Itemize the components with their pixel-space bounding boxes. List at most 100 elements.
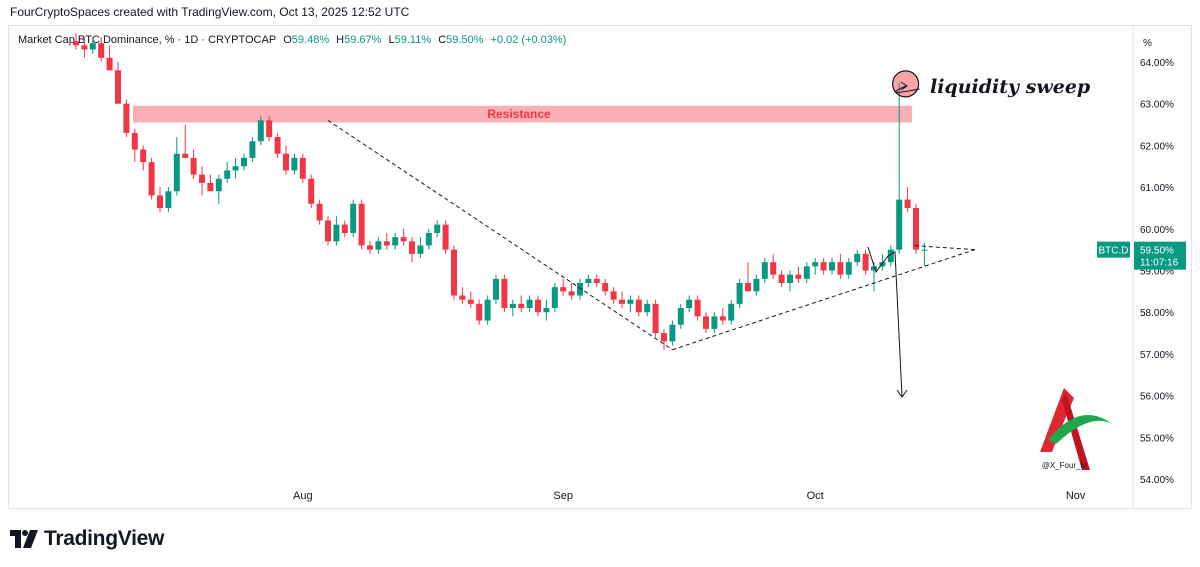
candle-body <box>375 241 382 250</box>
candle <box>106 45 113 71</box>
candle-body <box>711 316 718 329</box>
candle-body <box>913 207 919 250</box>
candle-body <box>845 262 852 275</box>
candle <box>190 149 197 179</box>
candle-body <box>434 224 441 233</box>
candle <box>283 145 289 175</box>
candle <box>291 153 298 175</box>
candle-body <box>652 303 659 334</box>
candle <box>736 278 743 309</box>
candle <box>274 132 281 158</box>
candle <box>182 124 189 158</box>
candle-body <box>677 308 684 325</box>
candle <box>694 295 701 321</box>
candle-body <box>459 295 466 300</box>
candle <box>341 220 348 238</box>
symbol-title: Market Cap BTC Dominance, % · 1D · CRYPT… <box>18 34 277 46</box>
y-tick-label: 59.00% <box>1140 267 1174 278</box>
candle-body <box>854 253 861 263</box>
candle <box>123 99 130 138</box>
candle <box>325 216 331 246</box>
candle-body <box>761 262 768 279</box>
candle-body <box>644 303 651 313</box>
projection-arrowhead <box>896 389 908 398</box>
candle-body <box>350 203 357 233</box>
candle-body <box>745 283 751 292</box>
candle <box>568 283 575 300</box>
ohlc-open: O59.48% <box>283 34 329 46</box>
candle <box>350 199 357 238</box>
ohlc-open-value: 59.48% <box>291 34 330 46</box>
candle-body <box>173 153 180 192</box>
candle-body <box>837 262 844 275</box>
sweep-arrowhead <box>900 81 908 91</box>
candle <box>703 312 709 334</box>
watermark-logo-swoosh <box>1048 415 1112 444</box>
candle <box>89 36 96 54</box>
candle <box>148 157 155 200</box>
candle-body <box>518 303 525 309</box>
candle-body <box>526 299 533 309</box>
candle-body <box>896 199 903 250</box>
candle <box>686 295 693 313</box>
candle <box>669 320 676 346</box>
candle-body <box>602 283 609 292</box>
ohlc-open-label: O <box>283 34 292 46</box>
trendline-1 <box>327 119 673 351</box>
candle <box>409 237 415 263</box>
candle-body <box>148 162 155 196</box>
candle-body <box>316 203 323 221</box>
candle-body <box>795 274 802 279</box>
candle-body <box>299 157 306 179</box>
symbol-tag <box>1097 241 1130 258</box>
candle <box>711 312 718 334</box>
candle <box>299 153 306 183</box>
candle-body <box>106 57 113 71</box>
candle <box>577 278 583 300</box>
candle <box>745 262 751 292</box>
candle <box>879 253 886 271</box>
candle-body <box>190 157 197 175</box>
candle <box>215 174 222 204</box>
candle <box>367 241 373 254</box>
candle <box>115 62 121 104</box>
candle-body <box>820 262 827 271</box>
candle-body <box>333 224 340 242</box>
ohlc-change: +0.02 (+0.03%) <box>490 34 567 46</box>
candle <box>459 287 466 304</box>
candle-body <box>224 170 231 179</box>
candle-body <box>669 324 676 342</box>
candle-body <box>73 41 79 46</box>
candle <box>896 82 903 254</box>
x-tick-label: Oct <box>807 490 824 502</box>
candle <box>434 220 441 238</box>
candle <box>425 228 432 250</box>
candle <box>526 295 533 313</box>
chart-frame <box>8 25 1192 509</box>
candle <box>224 162 231 183</box>
candle-body <box>358 203 365 246</box>
candle-body <box>165 191 172 208</box>
candle-body <box>341 224 348 233</box>
x-tick-label: Sep <box>553 490 573 502</box>
tradingview-logo[interactable]: TradingView <box>10 527 164 551</box>
candle-body <box>610 291 617 300</box>
chart-credit: FourCryptoSpaces created with TradingVie… <box>10 5 410 19</box>
candle-body <box>484 299 491 321</box>
candle <box>358 199 365 250</box>
candle-body <box>367 245 373 250</box>
trendline-extension <box>911 244 975 251</box>
candle-body <box>241 157 247 167</box>
candle <box>467 291 474 309</box>
candle <box>333 216 340 246</box>
candle <box>795 266 802 284</box>
candle-body <box>560 287 567 292</box>
candle-body <box>887 249 894 263</box>
candle-body <box>568 291 575 296</box>
candle-body <box>543 308 550 313</box>
author-watermark: @X_Four_iv <box>1040 388 1112 470</box>
liquidity-sweep-label: liquidity sweep <box>930 76 1091 98</box>
candle-body <box>467 299 474 304</box>
candle-body <box>694 299 701 317</box>
